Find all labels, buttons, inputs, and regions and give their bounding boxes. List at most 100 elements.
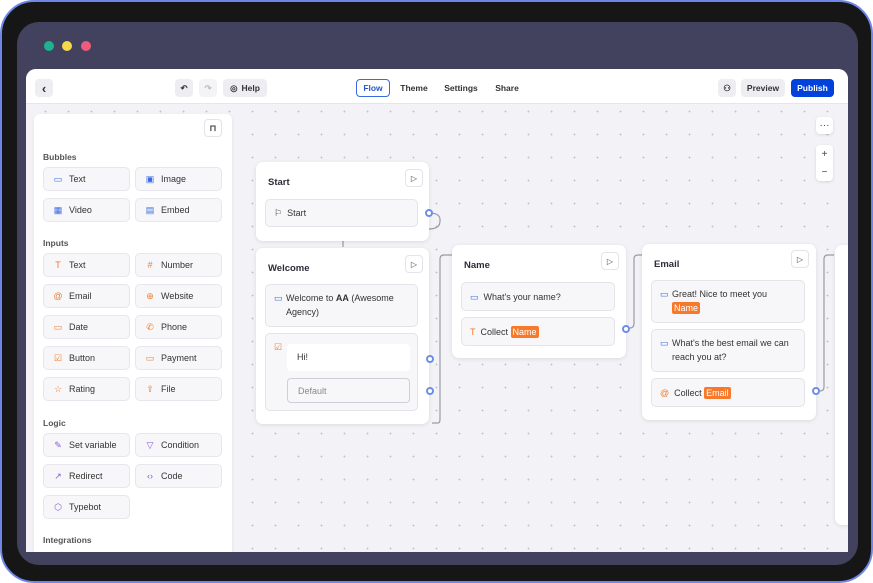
default-output-port[interactable]	[426, 387, 434, 395]
block-item-text[interactable]: ▭ Text	[43, 167, 130, 191]
app: ‹ ↶ ↷ ◎ Help Flow Theme Settings Share ⚇ …	[26, 69, 848, 552]
text-bubble-block[interactable]: ▭ What's your name?	[461, 282, 615, 311]
block-item-embed[interactable]: ▤ Embed	[135, 198, 222, 222]
node-title: Welcome	[268, 263, 310, 274]
block-label: Number	[161, 260, 194, 270]
default-button-input[interactable]: Default	[287, 378, 410, 403]
block-icon: ☑	[53, 352, 63, 363]
section-heading: Inputs	[43, 238, 69, 248]
block-item-date[interactable]: ▭ Date	[43, 315, 130, 339]
block-item-typebot[interactable]: ⬡ Typebot	[43, 495, 130, 519]
more-options-button[interactable]: ···	[816, 117, 833, 134]
help-label: Help	[241, 83, 260, 93]
email-input-block[interactable]: @ Collect Email	[651, 378, 805, 407]
block-item-button[interactable]: ☑ Button	[43, 346, 130, 370]
email-node[interactable]: Email ▷ ▭ Great! Nice to meet you Name ▭ Wh…	[642, 244, 816, 420]
block-item-rating[interactable]: ☆ Rating	[43, 377, 130, 401]
block-item-video[interactable]: ▦ Video	[43, 198, 130, 222]
play-icon[interactable]: ▷	[601, 252, 619, 270]
block-icon: ⇪	[146, 383, 154, 394]
block-icon: #	[147, 260, 153, 270]
redo-button[interactable]: ↷	[199, 79, 217, 97]
undo-button[interactable]: ↶	[175, 79, 193, 97]
window-dot-red	[81, 41, 91, 51]
greet-text: Great! Nice to meet you	[672, 289, 768, 299]
block-item-redirect[interactable]: ↗ Redirect	[43, 464, 130, 488]
start-output-port[interactable]	[425, 209, 433, 217]
block-label: Video	[69, 205, 92, 215]
block-item-code[interactable]: ‹› Code	[135, 464, 222, 488]
buttons-input-block[interactable]: ☑ Hi! Default	[265, 333, 418, 411]
variable-tag: Name	[510, 326, 539, 338]
block-icon: ▭	[53, 173, 63, 184]
email-output-port[interactable]	[812, 387, 820, 395]
block-label: Text	[69, 174, 86, 184]
next-node-partial[interactable]	[835, 245, 848, 525]
block-icon: ⊕	[146, 290, 154, 301]
block-item-number[interactable]: # Number	[135, 253, 222, 277]
block-item-condition[interactable]: ▽ Condition	[135, 433, 222, 457]
block-icon: ▤	[145, 204, 155, 215]
block-icon: ▭	[145, 352, 155, 363]
users-icon[interactable]: ⚇	[718, 79, 736, 97]
block-item-file[interactable]: ⇪ File	[135, 377, 222, 401]
start-node[interactable]: Start ▷ ⚐ Start	[256, 162, 429, 241]
welcome-text-bold: AA	[335, 293, 349, 303]
help-icon: ◎	[230, 82, 238, 93]
text-bubble-block[interactable]: ▭ Welcome to AA (Awesome Agency)	[265, 284, 418, 327]
preview-button[interactable]: Preview	[741, 79, 785, 97]
top-bar: ‹ ↶ ↷ ◎ Help Flow Theme Settings Share ⚇ …	[26, 69, 848, 104]
tab-theme[interactable]: Theme	[400, 83, 428, 93]
welcome-text-rest: (Awesome Agency)	[286, 293, 394, 317]
block-icon: ▽	[146, 439, 154, 450]
start-block[interactable]: ⚐ Start	[265, 199, 418, 227]
chat-bubble-icon: ▭	[660, 289, 669, 299]
node-title: Name	[464, 260, 490, 271]
section-heading: Bubbles	[43, 152, 77, 162]
text-bubble-block[interactable]: ▭ Great! Nice to meet you Name	[651, 280, 805, 323]
zoom-out-button[interactable]: −	[821, 166, 828, 178]
text-input-block[interactable]: T Collect Name	[461, 317, 615, 346]
block-item-phone[interactable]: ✆ Phone	[135, 315, 222, 339]
play-icon[interactable]: ▷	[405, 255, 423, 273]
name-output-port[interactable]	[622, 325, 630, 333]
block-label: Phone	[161, 322, 188, 332]
publish-button[interactable]: Publish	[791, 79, 834, 97]
block-label: Date	[69, 322, 89, 332]
node-title: Start	[268, 177, 290, 188]
back-button[interactable]: ‹	[35, 79, 53, 97]
checkbox-icon: ☑	[274, 342, 283, 352]
block-item-image[interactable]: ▣ Image	[135, 167, 222, 191]
block-label: Redirect	[69, 471, 103, 481]
block-label: Website	[161, 291, 194, 301]
tab-flow[interactable]: Flow	[356, 79, 390, 97]
block-item-set-variable[interactable]: ✎ Set variable	[43, 433, 130, 457]
tab-share[interactable]: Share	[495, 83, 519, 93]
tab-settings[interactable]: Settings	[444, 83, 478, 93]
block-icon: ▣	[145, 173, 155, 184]
block-label: Image	[161, 174, 187, 184]
name-node[interactable]: Name ▷ ▭ What's your name? T Collect Name	[452, 245, 626, 358]
help-button[interactable]: ◎ Help	[223, 79, 267, 97]
button-item[interactable]: Hi!	[287, 344, 410, 371]
lock-icon[interactable]: ⊓	[204, 119, 222, 137]
connectors	[342, 212, 834, 424]
block-item-payment[interactable]: ▭ Payment	[135, 346, 222, 370]
play-icon[interactable]: ▷	[791, 250, 809, 268]
text-bubble-block[interactable]: ▭ What's the best email we can reach you …	[651, 329, 805, 372]
blocks-sidebar: ⊓ Bubbles ▭ Text ▣ Image ▦ Video ▤ Embed Inputs T T…	[34, 114, 232, 552]
button-output-port[interactable]	[426, 355, 434, 363]
zoom-controls: + −	[816, 145, 833, 181]
block-label: Code	[161, 471, 183, 481]
block-label: Button	[69, 353, 96, 363]
block-item-website[interactable]: ⊕ Website	[135, 284, 222, 308]
block-label: Text	[69, 260, 86, 270]
block-icon: ☆	[53, 383, 63, 394]
block-item-text[interactable]: T Text	[43, 253, 130, 277]
play-icon[interactable]: ▷	[405, 169, 423, 187]
zoom-in-button[interactable]: +	[821, 148, 828, 160]
block-item-email[interactable]: @ Email	[43, 284, 130, 308]
welcome-node[interactable]: Welcome ▷ ▭ Welcome to AA (Awesome Agency…	[256, 248, 429, 424]
question-text: What's your name?	[483, 292, 561, 302]
block-label: Rating	[69, 384, 96, 394]
